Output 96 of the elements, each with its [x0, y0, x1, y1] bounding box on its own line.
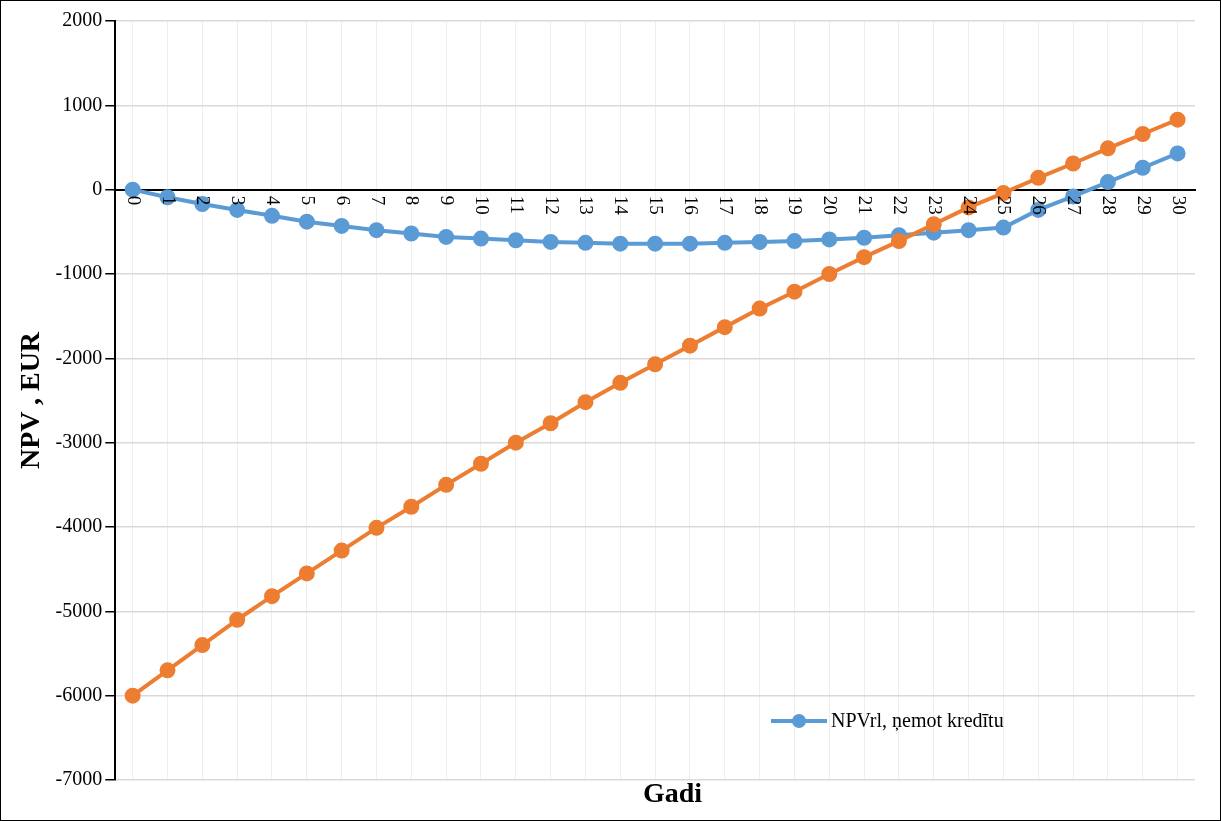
- point: [124, 181, 141, 198]
- point: [264, 588, 280, 605]
- point: [194, 637, 211, 654]
- point: [647, 235, 664, 252]
- y-tick-label: -4000: [55, 514, 103, 537]
- x-tick-label: 29: [1133, 195, 1155, 215]
- x-tick-label: 28: [1098, 195, 1120, 215]
- point: [856, 229, 873, 246]
- x-tick-label: 1: [158, 195, 180, 206]
- point: [159, 662, 176, 679]
- point: [368, 222, 385, 239]
- point: [751, 233, 768, 250]
- point: [298, 213, 315, 230]
- x-tick-label: 4: [263, 195, 285, 206]
- legend-label: NPVrl, ņemot kredītu: [831, 709, 1004, 732]
- x-tick-label: 20: [820, 195, 842, 215]
- x-axis-title: Gadi: [641, 777, 704, 809]
- x-tick-label: 11: [506, 195, 528, 214]
- x-tick-label: 14: [611, 195, 633, 216]
- point: [995, 219, 1012, 236]
- point: [1099, 174, 1116, 191]
- point: [821, 231, 838, 248]
- y-tick-label: -1000: [55, 261, 103, 284]
- point: [1169, 111, 1186, 128]
- x-tick-label: 10: [471, 195, 493, 215]
- x-tick-label: 9: [437, 195, 459, 206]
- point: [1099, 140, 1116, 157]
- x-tick-label: 0: [123, 195, 145, 206]
- x-tick-label: 18: [750, 195, 772, 215]
- point: [333, 542, 350, 559]
- point: [229, 611, 246, 628]
- point: [1065, 155, 1082, 172]
- x-tick-label: 13: [576, 195, 598, 215]
- y-axis-title: NPV , EUR: [14, 331, 46, 470]
- x-tick-label: 3: [228, 195, 250, 206]
- point: [681, 337, 698, 354]
- point: [472, 455, 489, 472]
- point: [960, 222, 977, 239]
- point: [542, 415, 559, 432]
- y-tick-label: -6000: [55, 682, 103, 705]
- point: [1169, 145, 1186, 162]
- x-tick-label: 5: [297, 195, 319, 206]
- point: [716, 234, 733, 251]
- point: [612, 235, 629, 252]
- point: [542, 233, 559, 250]
- point: [333, 217, 350, 234]
- point: [124, 687, 141, 704]
- point: [821, 266, 838, 282]
- point: [403, 225, 420, 242]
- point: [438, 476, 455, 493]
- x-tick-label: 12: [541, 195, 563, 215]
- point: [890, 233, 907, 250]
- point: [786, 233, 803, 250]
- point: [264, 207, 280, 224]
- y-tick-label: -3000: [55, 429, 103, 452]
- point: [507, 232, 524, 249]
- y-tick-label: -7000: [55, 767, 103, 790]
- point: [856, 249, 873, 266]
- x-tick-label: 30: [1168, 195, 1190, 215]
- x-tick-label: 15: [646, 195, 668, 215]
- point: [577, 234, 594, 251]
- y-tick-label: 1000: [62, 92, 103, 115]
- x-tick-label: 7: [367, 195, 389, 206]
- point: [1134, 126, 1151, 143]
- point: [577, 394, 594, 411]
- x-tick-label: 16: [680, 195, 702, 215]
- x-tick-label: 8: [402, 195, 424, 206]
- x-tick-label: 17: [715, 195, 737, 215]
- point: [716, 319, 733, 336]
- point: [1134, 159, 1151, 176]
- point: [612, 374, 629, 391]
- point: [1030, 169, 1047, 186]
- x-tick-label: 27: [1064, 195, 1086, 215]
- x-tick-label: 21: [855, 195, 877, 215]
- y-tick-label: 2000: [62, 8, 103, 31]
- y-tick-label: -5000: [55, 598, 103, 621]
- point: [438, 228, 455, 245]
- point: [507, 434, 524, 451]
- x-tick-label: 19: [785, 195, 807, 215]
- x-tick-label: 6: [332, 195, 354, 206]
- x-tick-label: 22: [889, 195, 911, 215]
- point: [786, 283, 803, 300]
- x-tick-label: 23: [924, 195, 946, 215]
- y-tick-label: -2000: [55, 345, 103, 368]
- point: [681, 235, 698, 252]
- x-tick-label: 24: [959, 195, 981, 216]
- x-tick-label: 25: [994, 195, 1016, 215]
- point: [298, 565, 315, 582]
- x-tick-label: 26: [1029, 195, 1051, 215]
- point: [751, 300, 768, 317]
- point: [368, 519, 385, 536]
- point: [647, 356, 664, 373]
- point: [472, 230, 489, 247]
- point: [403, 498, 420, 515]
- x-tick-label: 2: [193, 195, 215, 206]
- point: [925, 216, 942, 233]
